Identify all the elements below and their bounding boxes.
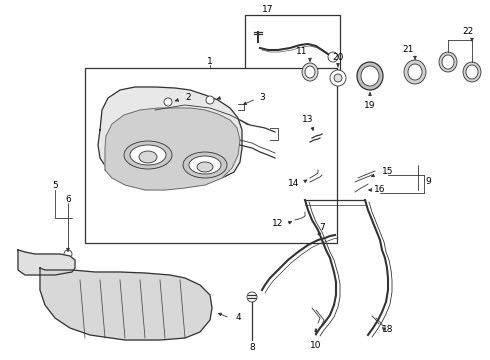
Polygon shape xyxy=(105,108,240,190)
Text: 8: 8 xyxy=(249,343,255,352)
Text: 13: 13 xyxy=(302,116,314,125)
Ellipse shape xyxy=(189,156,221,174)
Ellipse shape xyxy=(357,62,383,90)
Text: 10: 10 xyxy=(310,342,322,351)
Text: 1: 1 xyxy=(207,58,213,67)
Ellipse shape xyxy=(197,162,213,172)
Bar xyxy=(245,15,340,70)
Circle shape xyxy=(334,74,342,82)
Text: 3: 3 xyxy=(259,93,265,102)
Ellipse shape xyxy=(408,64,422,80)
Text: 16: 16 xyxy=(374,185,386,194)
Ellipse shape xyxy=(130,145,166,165)
Text: 19: 19 xyxy=(364,102,376,111)
Ellipse shape xyxy=(439,52,457,72)
Bar xyxy=(85,68,337,243)
Circle shape xyxy=(206,96,214,104)
Polygon shape xyxy=(18,250,75,275)
Text: 14: 14 xyxy=(288,179,300,188)
Text: 20: 20 xyxy=(332,54,343,63)
Ellipse shape xyxy=(442,55,454,69)
Circle shape xyxy=(164,98,172,106)
Ellipse shape xyxy=(302,63,318,81)
Text: 5: 5 xyxy=(52,181,58,190)
Text: 22: 22 xyxy=(463,27,474,36)
Ellipse shape xyxy=(404,60,426,84)
Ellipse shape xyxy=(305,66,315,78)
Text: 7: 7 xyxy=(319,224,325,233)
Text: 11: 11 xyxy=(296,48,308,57)
Ellipse shape xyxy=(361,66,379,86)
Circle shape xyxy=(328,52,338,62)
Circle shape xyxy=(64,250,72,258)
Text: 9: 9 xyxy=(425,177,431,186)
Ellipse shape xyxy=(183,152,227,178)
Text: 4: 4 xyxy=(235,314,241,323)
Polygon shape xyxy=(98,87,242,184)
Ellipse shape xyxy=(139,151,157,163)
Text: 17: 17 xyxy=(262,5,274,14)
Circle shape xyxy=(247,292,257,302)
Ellipse shape xyxy=(466,65,478,79)
Text: 21: 21 xyxy=(402,45,414,54)
Text: 2: 2 xyxy=(185,94,191,103)
Text: 12: 12 xyxy=(272,220,284,229)
Text: 18: 18 xyxy=(382,325,394,334)
Ellipse shape xyxy=(124,141,172,169)
Circle shape xyxy=(330,70,346,86)
Polygon shape xyxy=(40,268,212,340)
Text: 6: 6 xyxy=(65,195,71,204)
Text: 15: 15 xyxy=(382,167,394,176)
Ellipse shape xyxy=(463,62,481,82)
